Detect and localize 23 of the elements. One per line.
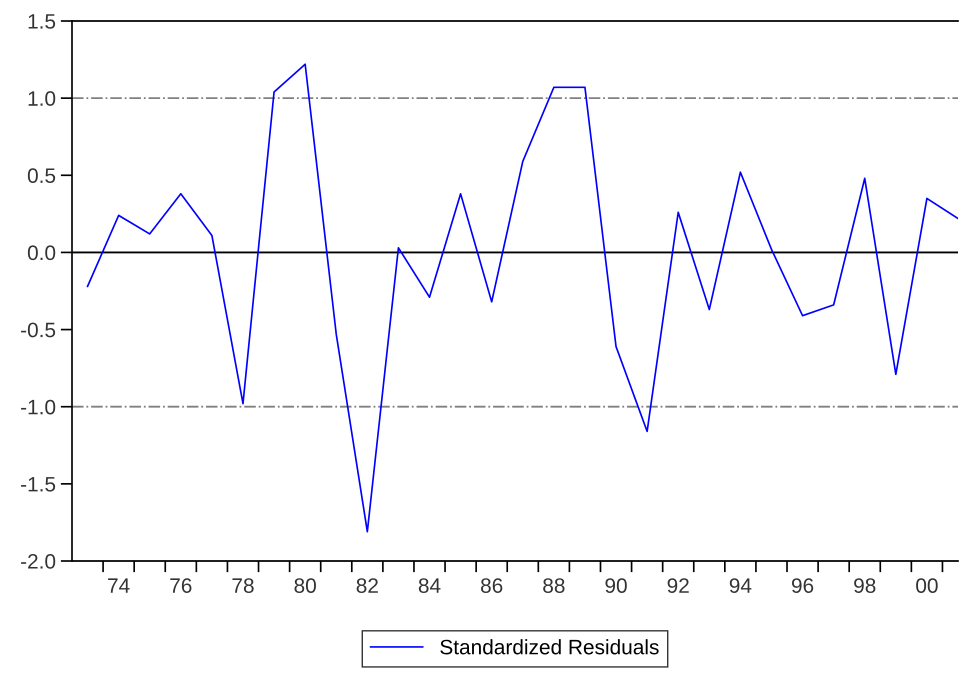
y-tick-label: -0.5 xyxy=(21,322,56,338)
y-tick-label: -1.0 xyxy=(21,400,56,414)
y-tick-label: 1.0 xyxy=(28,91,56,106)
x-tick-label: 92 xyxy=(668,578,689,593)
y-tick-label: -1.5 xyxy=(21,477,56,492)
x-tick-label: 76 xyxy=(170,578,192,593)
y-tick-label: 0.5 xyxy=(28,168,56,184)
x-tick-label: 90 xyxy=(605,578,627,593)
x-tick-label: 84 xyxy=(418,578,440,593)
y-tick-label: 0.0 xyxy=(28,245,56,260)
x-tick-label: 78 xyxy=(232,578,254,593)
x-tick-label: 88 xyxy=(543,578,565,593)
x-tick-label: 00 xyxy=(916,578,938,593)
x-tick-label: 74 xyxy=(108,578,130,593)
x-tick-label: 98 xyxy=(854,578,876,593)
x-tick-label: 86 xyxy=(481,578,502,593)
x-tick-label: 94 xyxy=(730,578,752,593)
legend-label: Standardized Residuals xyxy=(440,639,659,654)
x-tick-label: 96 xyxy=(792,578,814,593)
y-tick-label: -2.0 xyxy=(21,554,56,569)
x-tick-label: 80 xyxy=(294,578,316,593)
x-tick-label: 82 xyxy=(356,578,378,593)
y-tick-label: 1.5 xyxy=(28,14,56,29)
